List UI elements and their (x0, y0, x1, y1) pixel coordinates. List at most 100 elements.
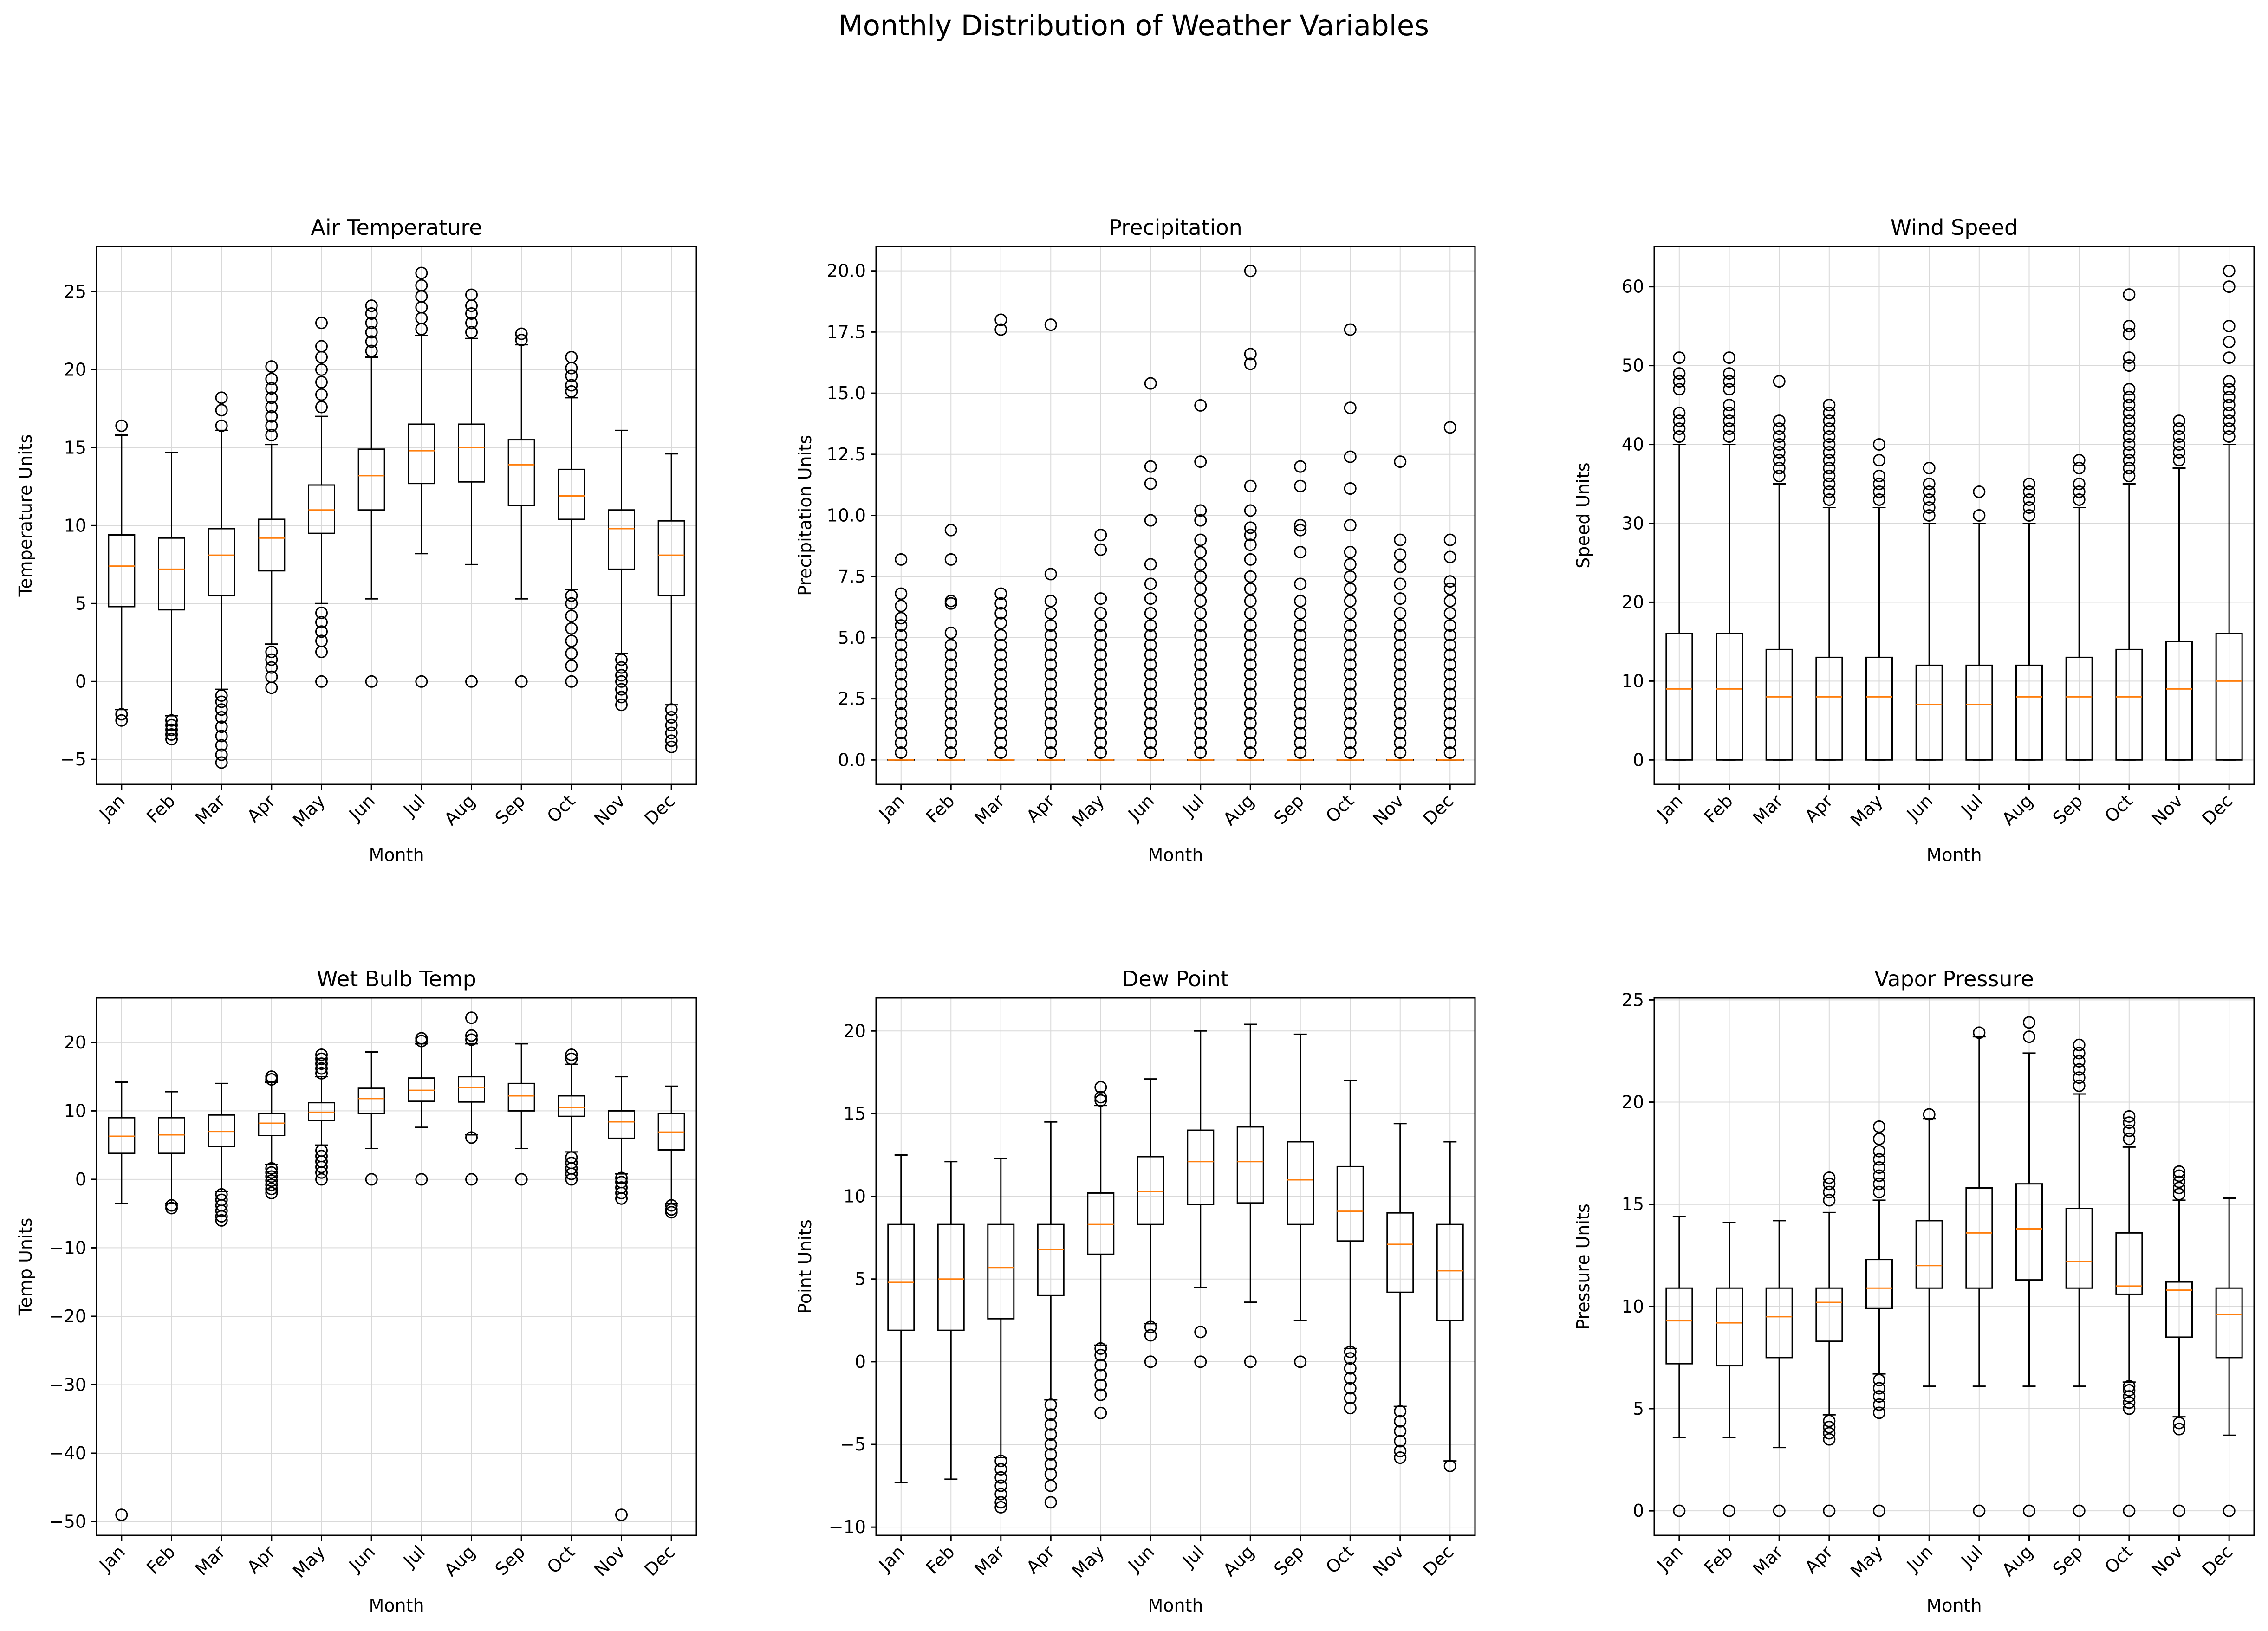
box-iqr (558, 1095, 585, 1117)
outlier-point (1194, 582, 1207, 595)
x-tick-label: Jan (1652, 790, 1687, 825)
outlier-point (1873, 1153, 1885, 1166)
outlier-point (1344, 678, 1357, 691)
outlier-point (565, 379, 578, 392)
outlier-point (1044, 746, 1057, 759)
outlier-point (215, 739, 228, 752)
outlier-point (2223, 336, 2236, 349)
outlier-point (1823, 1185, 1836, 1198)
outlier-point (994, 313, 1007, 326)
y-tick-label: −30 (49, 1374, 86, 1395)
outlier-point (315, 1150, 328, 1163)
outlier-point (1873, 1406, 1885, 1419)
outlier-point (565, 1151, 578, 1164)
outlier-point (944, 726, 957, 739)
y-tick-label: 25 (1622, 990, 1644, 1010)
outlier-point (315, 1052, 328, 1065)
box-iqr (2215, 633, 2243, 761)
outlier-point (1194, 504, 1207, 517)
outlier-point (1773, 1504, 1786, 1517)
x-tick-label: Jul (1178, 1541, 1208, 1572)
outlier-point (615, 691, 628, 704)
outlier-point (565, 634, 578, 647)
outlier-point (465, 675, 478, 688)
panel-title: Wind Speed (1891, 215, 2018, 240)
outlier-point (1344, 1352, 1357, 1365)
outlier-point (2073, 1047, 2086, 1060)
panel-title: Dew Point (1122, 966, 1229, 991)
outlier-point (2023, 478, 2035, 491)
outlier-point (895, 658, 908, 671)
box-iqr (458, 1076, 485, 1103)
outlier-point (1044, 697, 1057, 710)
outlier-point (215, 391, 228, 404)
outlier-point (665, 740, 678, 753)
outlier-point (415, 675, 428, 688)
outlier-point (1294, 717, 1307, 730)
outlier-point (2123, 407, 2136, 420)
outlier-point (1443, 575, 1456, 588)
outlier-point (1244, 717, 1257, 730)
outlier-point (895, 746, 908, 759)
x-tick-label: Aug (1998, 790, 2037, 829)
outlier-point (2173, 1504, 2185, 1517)
outlier-point (1244, 570, 1257, 583)
outlier-point (315, 1067, 328, 1080)
outlier-point (1044, 1398, 1057, 1411)
outlier-point (465, 1173, 478, 1186)
outlier-point (1773, 470, 1786, 483)
outlier-point (2223, 375, 2236, 388)
outlier-point (1194, 648, 1207, 661)
outlier-point (895, 717, 908, 730)
panel-dew-point: −10 −5 0 5 10 15 20 Jan Feb Mar Apr May Jun Jul Aug Sep… (795, 966, 1476, 1616)
outlier-point (2073, 462, 2086, 475)
outlier-point (1344, 1392, 1357, 1404)
outlier-point (1244, 1355, 1257, 1368)
outlier-point (994, 707, 1007, 720)
outlier-point (1044, 639, 1057, 652)
outlier-point (1144, 678, 1157, 691)
outlier-point (1294, 707, 1307, 720)
plot-area: −50 −40 −30 −20 −10 0 10 20 Jan Feb Mar Apr May Jun Ju… (49, 997, 697, 1582)
outlier-point (1443, 1459, 1456, 1472)
x-tick-label: May (1068, 790, 1108, 831)
outlier-point (1394, 455, 1407, 468)
outlier-point (1194, 697, 1207, 710)
outlier-point (265, 360, 278, 373)
x-tick-label: Jul (1178, 790, 1208, 821)
box-iqr (1815, 1287, 1843, 1342)
outlier-point (1244, 629, 1257, 642)
outlier-point (1344, 570, 1357, 583)
x-tick-label: Sep (1270, 1541, 1308, 1579)
outlier-point (1823, 399, 1836, 412)
outlier-point (1773, 446, 1786, 459)
outlier-point (265, 1070, 278, 1083)
outlier-point (565, 1048, 578, 1061)
outlier-point (1044, 1448, 1057, 1461)
box-iqr (158, 537, 185, 611)
y-tick-label: 20 (1622, 592, 1644, 612)
outlier-point (1094, 707, 1107, 720)
box-iqr (937, 1223, 965, 1331)
x-tick-label: Mar (1749, 1541, 1787, 1579)
y-tick-label: 0 (1633, 1501, 1644, 1521)
outlier-point (2173, 1417, 2185, 1430)
outlier-point (2023, 1504, 2035, 1517)
outlier-point (315, 616, 328, 629)
outlier-point (944, 595, 957, 608)
y-tick-label: 10.0 (826, 505, 866, 526)
outlier-point (215, 1210, 228, 1223)
outlier-point (1823, 485, 1836, 498)
outlier-point (2223, 320, 2236, 333)
outlier-point (1823, 454, 1836, 467)
outlier-point (215, 419, 228, 432)
outlier-point (1294, 639, 1307, 652)
outlier-point (1194, 687, 1207, 700)
outlier-point (315, 375, 328, 388)
box-iqr (357, 448, 385, 511)
outlier-point (1244, 582, 1257, 595)
y-tick-label: 20 (844, 1021, 866, 1041)
y-tick-label: 25 (64, 281, 86, 302)
outlier-point (1144, 558, 1157, 571)
outlier-point (1294, 595, 1307, 608)
